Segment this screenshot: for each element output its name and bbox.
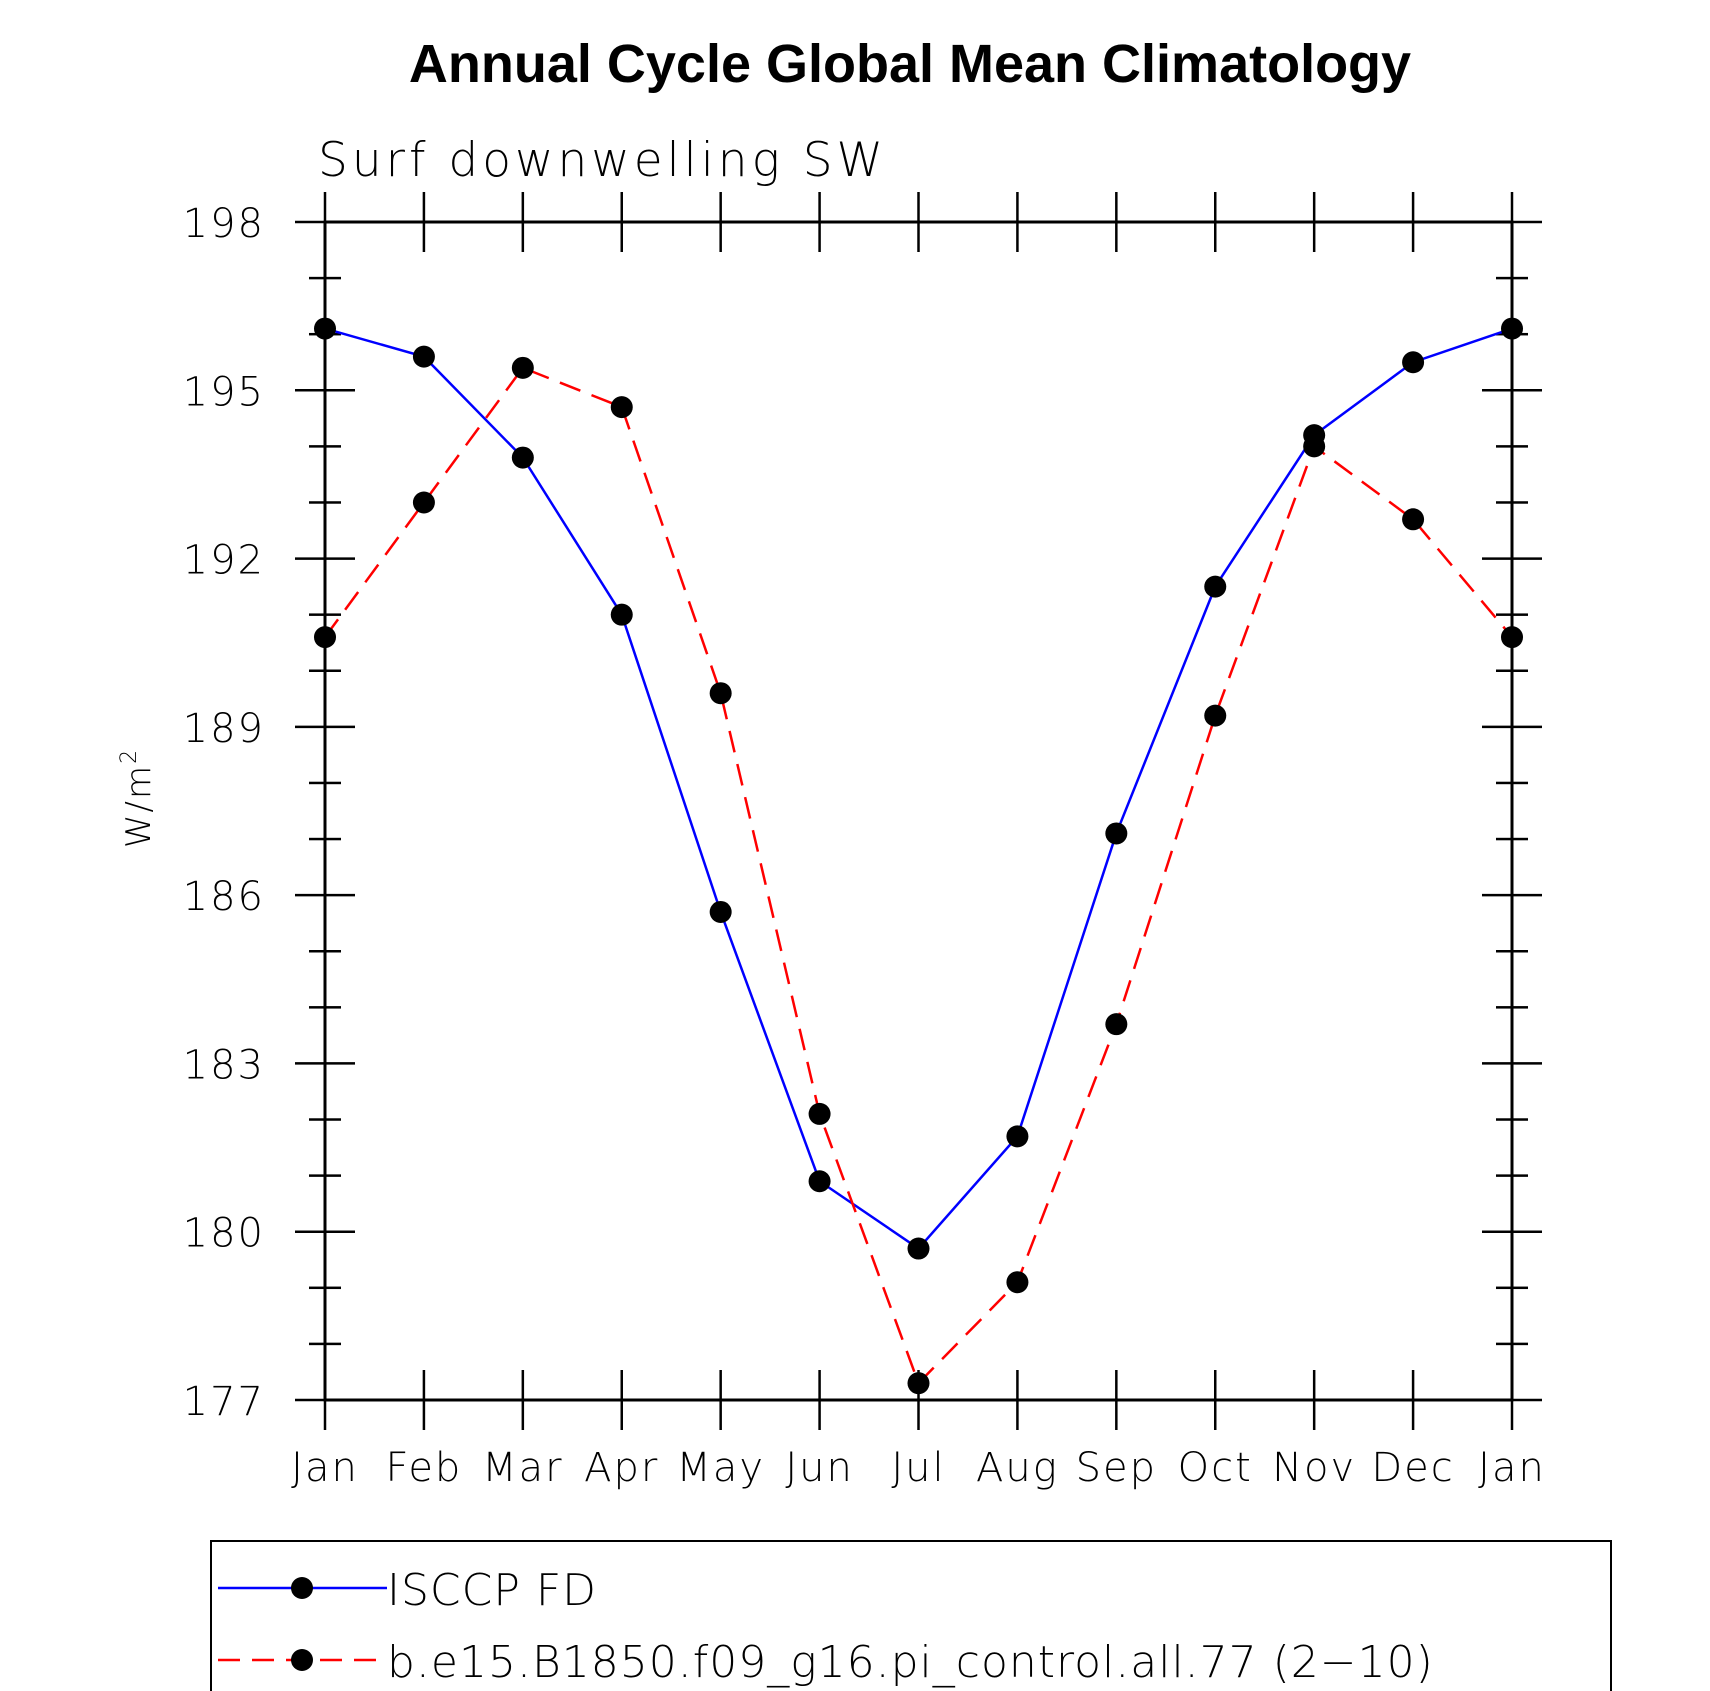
legend-marker bbox=[291, 1649, 313, 1671]
data-point bbox=[1105, 1013, 1128, 1036]
y-tick-label: 183 bbox=[183, 1042, 265, 1088]
y-tick-label: 177 bbox=[183, 1379, 265, 1425]
data-point bbox=[314, 317, 336, 340]
series-line bbox=[323, 366, 1513, 1386]
x-tick-label: Sep bbox=[1076, 1445, 1157, 1491]
y-tick-label: 180 bbox=[183, 1211, 265, 1257]
series-line bbox=[324, 327, 1513, 1251]
y-tick-label: 189 bbox=[183, 706, 265, 752]
legend-marker bbox=[291, 1577, 313, 1599]
x-tick-label: Jan bbox=[1478, 1445, 1546, 1491]
x-tick-label: Jan bbox=[291, 1445, 359, 1491]
y-tick-label: 186 bbox=[183, 874, 265, 920]
y-tick-label: 195 bbox=[183, 369, 265, 415]
series-layer bbox=[314, 317, 1523, 1395]
data-point bbox=[1501, 317, 1523, 340]
data-point bbox=[1402, 351, 1425, 374]
plot-frame bbox=[323, 220, 1514, 1402]
data-point bbox=[709, 682, 732, 705]
legend-box bbox=[210, 1540, 1612, 1691]
x-tick-label: Apr bbox=[584, 1445, 659, 1491]
plot-border bbox=[323, 220, 1514, 1402]
legend-label: ISCCP FD bbox=[387, 1565, 597, 1616]
data-point bbox=[808, 1102, 831, 1125]
y-axis-ticks: 198 195 192 189 186 183 180 177 bbox=[183, 201, 1542, 1425]
data-point bbox=[1402, 508, 1425, 531]
data-point bbox=[412, 345, 435, 368]
x-tick-label: Aug bbox=[976, 1445, 1059, 1491]
y-axis-label: W/m2 bbox=[117, 748, 159, 848]
series-1 bbox=[314, 317, 1523, 1260]
chart-title: Annual Cycle Global Mean Climatology bbox=[409, 34, 1411, 94]
data-point bbox=[1204, 704, 1227, 727]
data-point bbox=[1105, 822, 1128, 845]
data-point bbox=[1006, 1125, 1029, 1148]
data-point bbox=[610, 603, 633, 626]
chart-subtitle: Surf downwelling SW bbox=[318, 133, 887, 188]
x-axis-ticks: Jan Feb Mar Apr May Jun Jul Aug Sep Oct Nov Dec Jan bbox=[291, 192, 1546, 1491]
data-point bbox=[1303, 435, 1326, 458]
y-axis-label-unit: W/m bbox=[119, 764, 159, 848]
x-tick-label: Dec bbox=[1371, 1445, 1454, 1491]
x-tick-label: Jun bbox=[785, 1445, 854, 1491]
x-tick-label: Mar bbox=[482, 1445, 563, 1491]
data-point bbox=[610, 396, 633, 419]
x-tick-label: May bbox=[676, 1445, 765, 1491]
data-point bbox=[709, 900, 732, 923]
x-tick-label: Jul bbox=[891, 1445, 945, 1491]
data-point bbox=[1204, 575, 1227, 598]
data-point bbox=[511, 446, 534, 469]
legend-label: b.e15.B1850.f09_g16.pi_control.all.77 (2… bbox=[387, 1637, 1434, 1688]
data-point bbox=[907, 1372, 930, 1395]
y-axis-label-superscript: 2 bbox=[117, 748, 142, 764]
y-tick-label: 192 bbox=[183, 538, 265, 584]
data-point bbox=[1006, 1271, 1029, 1294]
data-point bbox=[314, 626, 336, 649]
x-tick-label: Oct bbox=[1178, 1445, 1253, 1491]
data-point bbox=[808, 1170, 831, 1193]
data-point bbox=[412, 491, 435, 514]
x-tick-label: Feb bbox=[386, 1445, 463, 1491]
x-tick-label: Nov bbox=[1272, 1445, 1356, 1491]
data-point bbox=[511, 356, 534, 379]
data-point bbox=[1501, 626, 1523, 649]
legend: ISCCP FD b.e15.B1850.f09_g16.pi_control.a… bbox=[210, 1540, 1612, 1691]
series-2 bbox=[314, 356, 1523, 1395]
data-point bbox=[907, 1237, 930, 1260]
y-tick-label: 198 bbox=[183, 201, 265, 247]
